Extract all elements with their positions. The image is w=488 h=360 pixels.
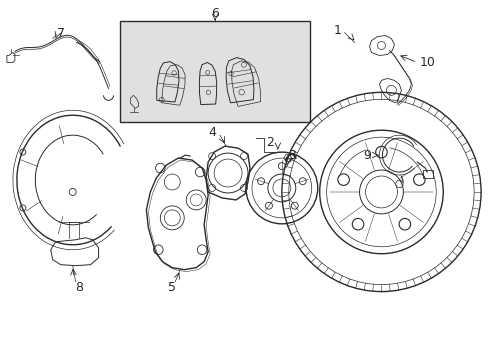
- Text: 2: 2: [265, 136, 273, 149]
- Text: 8: 8: [75, 281, 82, 294]
- Text: 1: 1: [333, 24, 341, 37]
- Text: 9: 9: [363, 149, 371, 162]
- Text: 4: 4: [208, 126, 216, 139]
- Text: 5: 5: [168, 281, 176, 294]
- Text: 6: 6: [211, 7, 219, 20]
- Bar: [120, 21, 309, 122]
- Text: 10: 10: [419, 56, 434, 69]
- Text: 7: 7: [57, 27, 64, 40]
- Text: 3: 3: [287, 149, 295, 162]
- Bar: [423, 170, 432, 178]
